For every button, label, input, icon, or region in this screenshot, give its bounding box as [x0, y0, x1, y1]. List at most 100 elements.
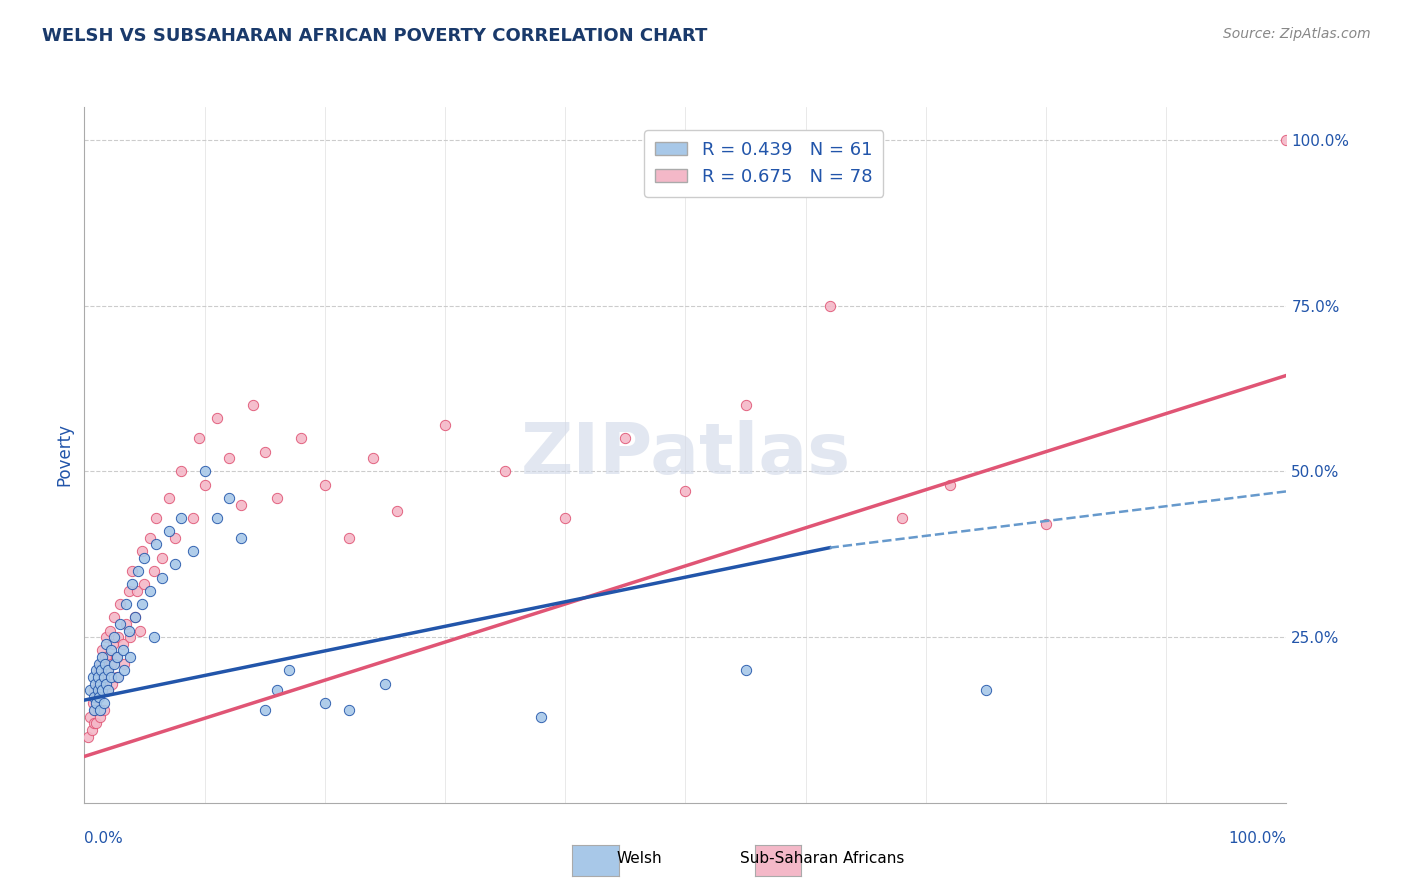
Point	[97, 663, 120, 677]
Point	[974, 683, 997, 698]
Point	[145, 537, 167, 551]
Point	[1275, 133, 1298, 147]
Point	[103, 657, 125, 671]
Point	[97, 683, 120, 698]
Point	[734, 398, 756, 412]
Point	[84, 676, 107, 690]
Point	[205, 411, 228, 425]
Point	[157, 524, 180, 538]
Point	[93, 703, 115, 717]
Point	[290, 431, 312, 445]
Point	[89, 709, 111, 723]
Point	[112, 657, 135, 671]
Point	[139, 531, 162, 545]
Point	[86, 663, 108, 677]
Text: Welsh: Welsh	[617, 851, 662, 865]
Point	[205, 511, 228, 525]
Point	[111, 637, 134, 651]
Point	[229, 498, 252, 512]
Point	[93, 670, 115, 684]
Point	[87, 690, 110, 704]
Point	[83, 703, 105, 717]
Point	[229, 531, 252, 545]
Point	[103, 630, 125, 644]
Point	[107, 670, 129, 684]
Point	[169, 511, 191, 525]
Point	[818, 299, 841, 313]
Point	[103, 637, 125, 651]
Point	[79, 683, 101, 698]
Point	[94, 676, 117, 690]
Point	[93, 670, 115, 684]
Point	[277, 663, 299, 677]
Point	[89, 676, 111, 690]
Point	[93, 697, 115, 711]
Point	[1035, 517, 1057, 532]
Point	[152, 570, 174, 584]
Point	[266, 683, 288, 698]
Text: ZIPatlas: ZIPatlas	[520, 420, 851, 490]
Point	[143, 630, 166, 644]
Point	[91, 650, 114, 665]
Point	[80, 723, 103, 737]
Point	[77, 730, 100, 744]
Point	[675, 484, 697, 499]
Point	[374, 676, 396, 690]
Point	[181, 511, 204, 525]
Point	[94, 676, 117, 690]
Point	[124, 610, 146, 624]
Point	[89, 676, 111, 690]
Point	[91, 683, 114, 698]
Text: 100.0%: 100.0%	[1229, 830, 1286, 846]
Point	[143, 564, 166, 578]
Point	[110, 597, 132, 611]
Y-axis label: Poverty: Poverty	[55, 424, 73, 486]
Point	[134, 550, 156, 565]
Point	[97, 683, 120, 698]
Point	[266, 491, 288, 505]
Point	[112, 663, 135, 677]
Point	[121, 564, 143, 578]
Point	[91, 643, 114, 657]
Point	[337, 703, 360, 717]
Point	[94, 657, 117, 671]
Text: 0.0%: 0.0%	[84, 830, 124, 846]
Point	[87, 657, 110, 671]
Point	[890, 511, 912, 525]
Point	[385, 504, 408, 518]
Point	[87, 690, 110, 704]
Point	[530, 709, 553, 723]
Point	[118, 650, 141, 665]
Point	[139, 583, 162, 598]
Point	[194, 477, 217, 491]
Point	[253, 703, 276, 717]
Point	[100, 657, 122, 671]
Text: Sub-Saharan Africans: Sub-Saharan Africans	[741, 851, 904, 865]
Point	[124, 610, 146, 624]
Point	[91, 683, 114, 698]
Point	[169, 465, 191, 479]
Point	[101, 676, 124, 690]
Text: Source: ZipAtlas.com: Source: ZipAtlas.com	[1223, 27, 1371, 41]
Point	[187, 431, 209, 445]
Point	[110, 616, 132, 631]
Point	[163, 531, 186, 545]
Point	[218, 451, 240, 466]
Point	[86, 683, 108, 698]
Point	[94, 650, 117, 665]
Point	[86, 703, 108, 717]
Point	[242, 398, 264, 412]
Point	[89, 703, 111, 717]
Point	[97, 650, 120, 665]
Point	[90, 663, 112, 677]
Point	[86, 690, 108, 704]
Point	[86, 697, 108, 711]
Point	[194, 465, 217, 479]
Point	[86, 716, 108, 731]
Point	[118, 630, 141, 644]
Point	[127, 583, 149, 598]
Point	[218, 491, 240, 505]
Point	[734, 663, 756, 677]
Point	[253, 444, 276, 458]
Point	[105, 650, 128, 665]
